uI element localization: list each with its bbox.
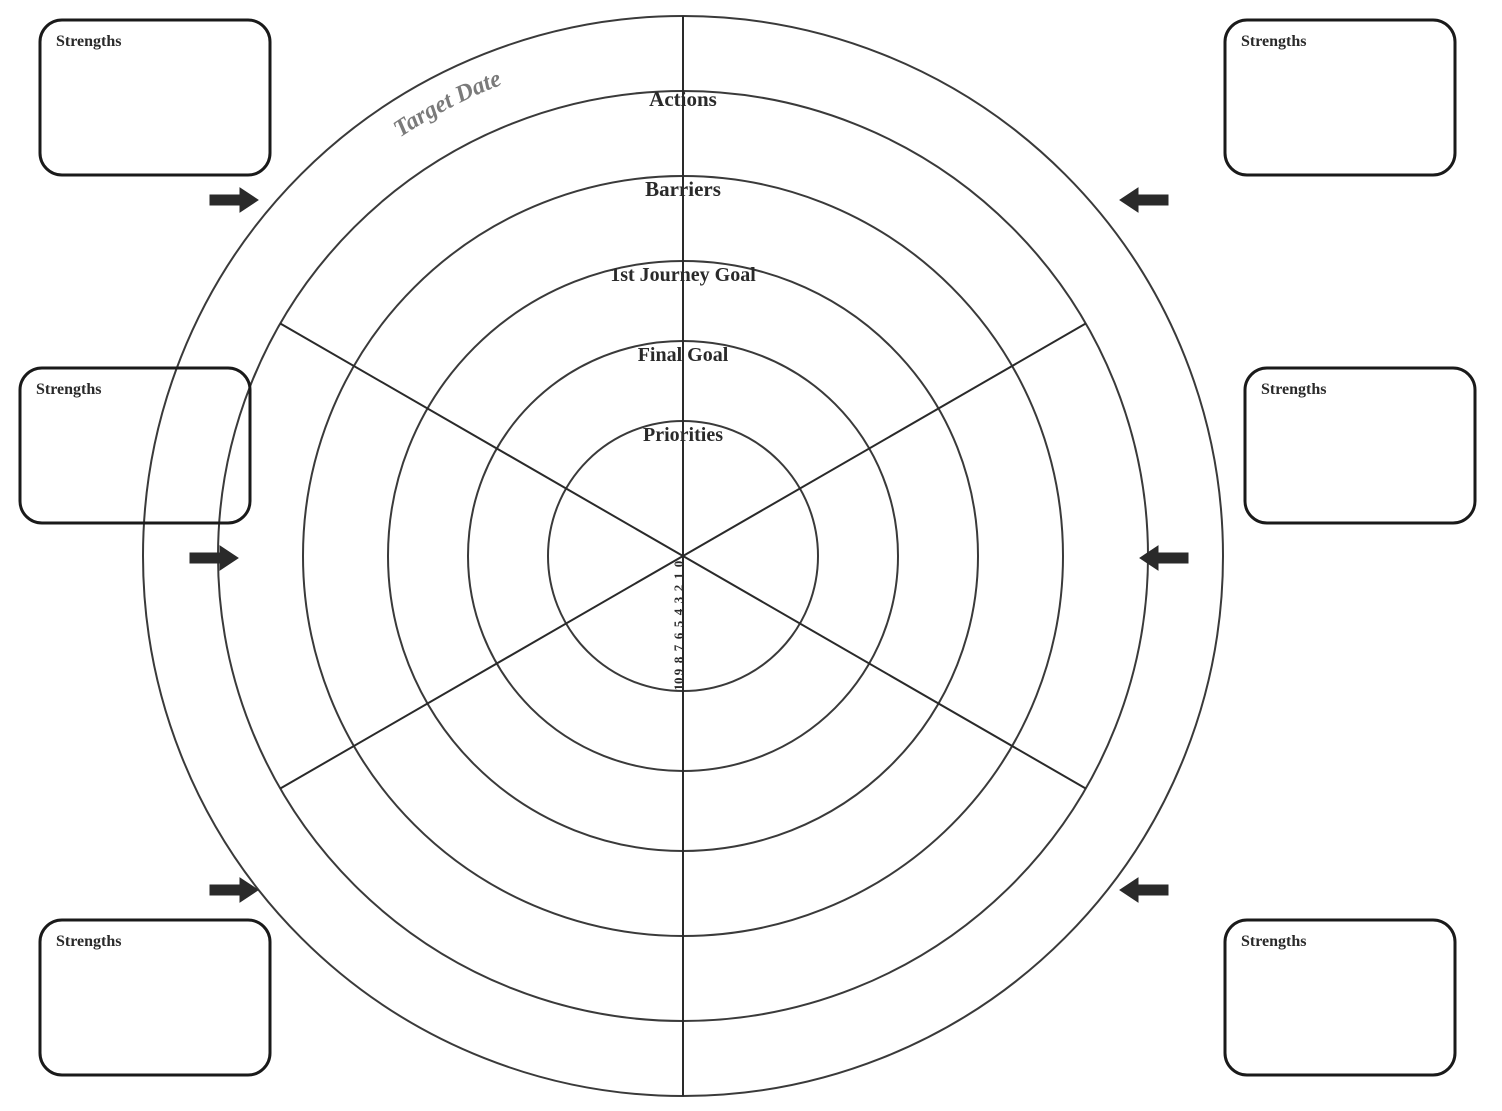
ring-label-actions: Actions xyxy=(649,87,717,111)
ring-label-priorities: Priorities xyxy=(643,424,723,446)
strengths-box-label-bl: Strengths xyxy=(56,933,122,950)
strengths-box-label-tl: Strengths xyxy=(56,33,122,50)
ring-label-journey_goal: 1st Journey Goal xyxy=(610,264,756,286)
scale-number-7: 7 xyxy=(671,644,686,651)
ring-label-final_goal: Final Goal xyxy=(638,344,729,366)
strengths-box-label-ml: Strengths xyxy=(36,381,102,398)
scale-number-0: 0 xyxy=(671,561,686,568)
scale-number-6: 6 xyxy=(671,632,686,639)
scale-number-5: 5 xyxy=(671,620,686,627)
scale-number-4: 4 xyxy=(671,608,686,615)
scale-number-10: 10 xyxy=(671,678,686,691)
scale-number-8: 8 xyxy=(671,656,686,663)
scale-number-2: 2 xyxy=(671,585,686,592)
scale-number-1: 1 xyxy=(671,573,686,580)
ring-label-barriers: Barriers xyxy=(645,177,721,201)
scale-number-3: 3 xyxy=(671,596,686,603)
strengths-box-label-mr: Strengths xyxy=(1261,381,1327,398)
strengths-box-label-br: Strengths xyxy=(1241,933,1307,950)
scale-number-9: 9 xyxy=(671,668,686,675)
goal-wheel-diagram: Priorities Final Goal 1st Journey Goal Barr… xyxy=(0,0,1502,1111)
strengths-box-label-tr: Strengths xyxy=(1241,33,1307,50)
